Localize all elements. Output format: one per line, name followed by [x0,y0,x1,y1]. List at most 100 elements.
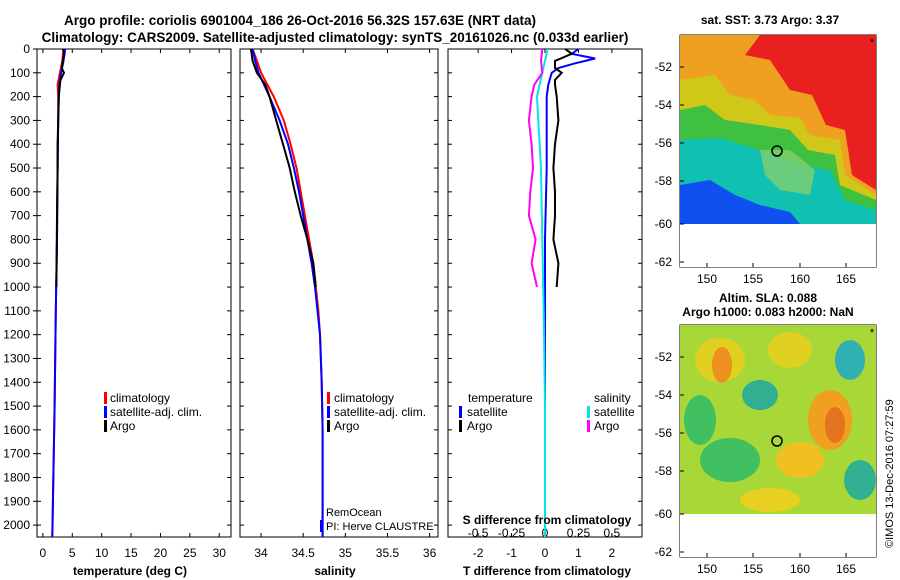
difference-series-line [535,48,549,537]
map-y-tick-label: -56 [655,136,673,150]
legend-swatch-climatology [327,392,330,404]
depth-tick-label: 300 [10,113,30,127]
difference-series-line [552,48,574,288]
x-tick-label: 1 [575,546,582,560]
x-tick-label: 15 [124,546,138,560]
map-y-tick-label: -58 [655,174,673,188]
depth-tick-label: 800 [10,232,30,246]
legend-swatch-argo [327,420,330,432]
sst-field [680,35,876,224]
depth-tick-label: 500 [10,161,30,175]
temperature-panel [36,48,232,538]
map-y-tick-label: -56 [655,426,673,440]
depth-tick-label: 1000 [3,280,30,294]
legend-label-argo: Argo [110,419,136,433]
legend-label-s-satellite: satellite [594,405,635,419]
sla-map-corner-mark: * [870,327,875,339]
salinity-panel [239,48,439,538]
map-x-tick-label: 150 [697,562,717,576]
depth-tick-label: 1100 [4,304,30,318]
difference-series-line [527,48,544,288]
sst-map-axes: 150 155 160 165 -52 -54 -56 -58 -60 -62 [655,60,857,286]
salinity-series-line [250,48,317,288]
depth-tick-label: 100 [10,66,30,80]
x-tick-label: -1 [506,546,517,560]
s-difference-axis-label: S difference from climatology [463,513,632,527]
legend-label-satellite: satellite-adj. clim. [110,405,202,419]
legend-swatch-argo [104,420,107,432]
depth-tick-label: 2000 [3,518,30,532]
map-x-tick-label: 165 [836,272,856,286]
legend-label-t-satellite: satellite [467,405,508,419]
legend-label-satellite: satellite-adj. clim. [334,405,426,419]
legend-swatch-s-satellite [587,406,590,418]
depth-tick-label: 1800 [3,470,30,484]
map-x-tick-label: 150 [697,272,717,286]
depth-tick-label: 700 [10,209,30,223]
depth-tick-label: 600 [10,185,30,199]
difference-legend: temperature salinity satellite Argo sate… [459,391,635,433]
legend-header-salinity: salinity [594,391,631,405]
legend-label-argo: Argo [334,419,360,433]
map-x-tick-label: 160 [790,272,810,286]
salinity-plot: 34 34.5 35 35.5 36 [240,48,438,560]
map-x-tick-label: 165 [836,562,856,576]
imos-watermark: ©IMOS 13-Dec-2016 07:27:59 [884,399,896,548]
map-x-tick-label: 155 [743,272,763,286]
legend-label-s-argo: Argo [594,419,620,433]
sla-map: * [679,324,877,558]
t-difference-axis-label: T difference from climatology [463,564,631,578]
x-tick-label: 35 [339,546,353,560]
s-tick-label: -0.5 [468,526,489,540]
map-y-tick-label: -58 [655,464,673,478]
depth-tick-label: 1900 [3,494,30,508]
depth-tick-label: 1200 [3,328,30,342]
provider-text-1: RemOcean [326,507,382,519]
depth-tick-label: 1600 [3,423,30,437]
depth-tick-label: 200 [10,90,30,104]
sst-map-title: sat. SST: 3.73 Argo: 3.37 [701,13,840,27]
legend-swatch-satellite [104,406,107,418]
depth-tick-label: 0 [23,42,30,56]
depth-tick-label: 1700 [3,447,30,461]
x-tick-label: 2 [609,546,616,560]
x-tick-label: 20 [154,546,168,560]
depth-tick-label: 1500 [3,399,30,413]
depth-tick-label: 900 [10,256,30,270]
depth-tick-label: 1300 [3,351,30,365]
map-y-tick-label: -52 [655,60,673,74]
difference-plot: -2 -1 0 1 2-0.5 -0.25 0 0.25 0.5 [448,48,642,560]
map-y-tick-label: -54 [655,388,673,402]
legend-swatch-climatology [104,392,107,404]
x-tick-label: 30 [213,546,227,560]
map-y-tick-label: -62 [655,255,673,269]
temperature-plot: 0 5 10 15 20 25 30 [37,48,231,560]
depth-tick-label: 1400 [3,375,30,389]
sst-map: * [679,34,877,268]
sst-map-corner-mark: * [870,37,875,49]
map-y-tick-label: -62 [655,545,673,559]
legend-swatch-t-satellite [459,406,462,418]
salinity-axis-label: salinity [314,564,356,578]
map-y-tick-label: -60 [655,217,673,231]
s-tick-label: 0.25 [567,526,591,540]
depth-tick-label: 400 [10,137,30,151]
s-tick-label: 0.5 [604,526,621,540]
argo-location-marker [771,145,783,157]
argo-location-marker [771,435,783,447]
depth-axis: 0 100 200 300 400 500 600 700 800 900 1000 1100 1200… [3,42,37,532]
legend-swatch-s-argo [587,420,590,432]
temperature-axis-label: temperature (deg C) [73,564,187,578]
x-tick-label: 10 [95,546,109,560]
provider-marker [320,520,322,532]
map-y-tick-label: -52 [655,350,673,364]
map-y-tick-label: -54 [655,98,673,112]
x-tick-label: 34.5 [292,546,316,560]
x-tick-label: 35.5 [376,546,400,560]
sla-map-axes: 150 155 160 165 -52 -54 -56 -58 -60 -62 [655,350,857,576]
x-tick-label: 0 [542,546,549,560]
map-y-tick-label: -60 [655,507,673,521]
salinity-legend: climatology satellite-adj. clim. Argo [327,391,426,433]
x-tick-label: -2 [473,546,484,560]
